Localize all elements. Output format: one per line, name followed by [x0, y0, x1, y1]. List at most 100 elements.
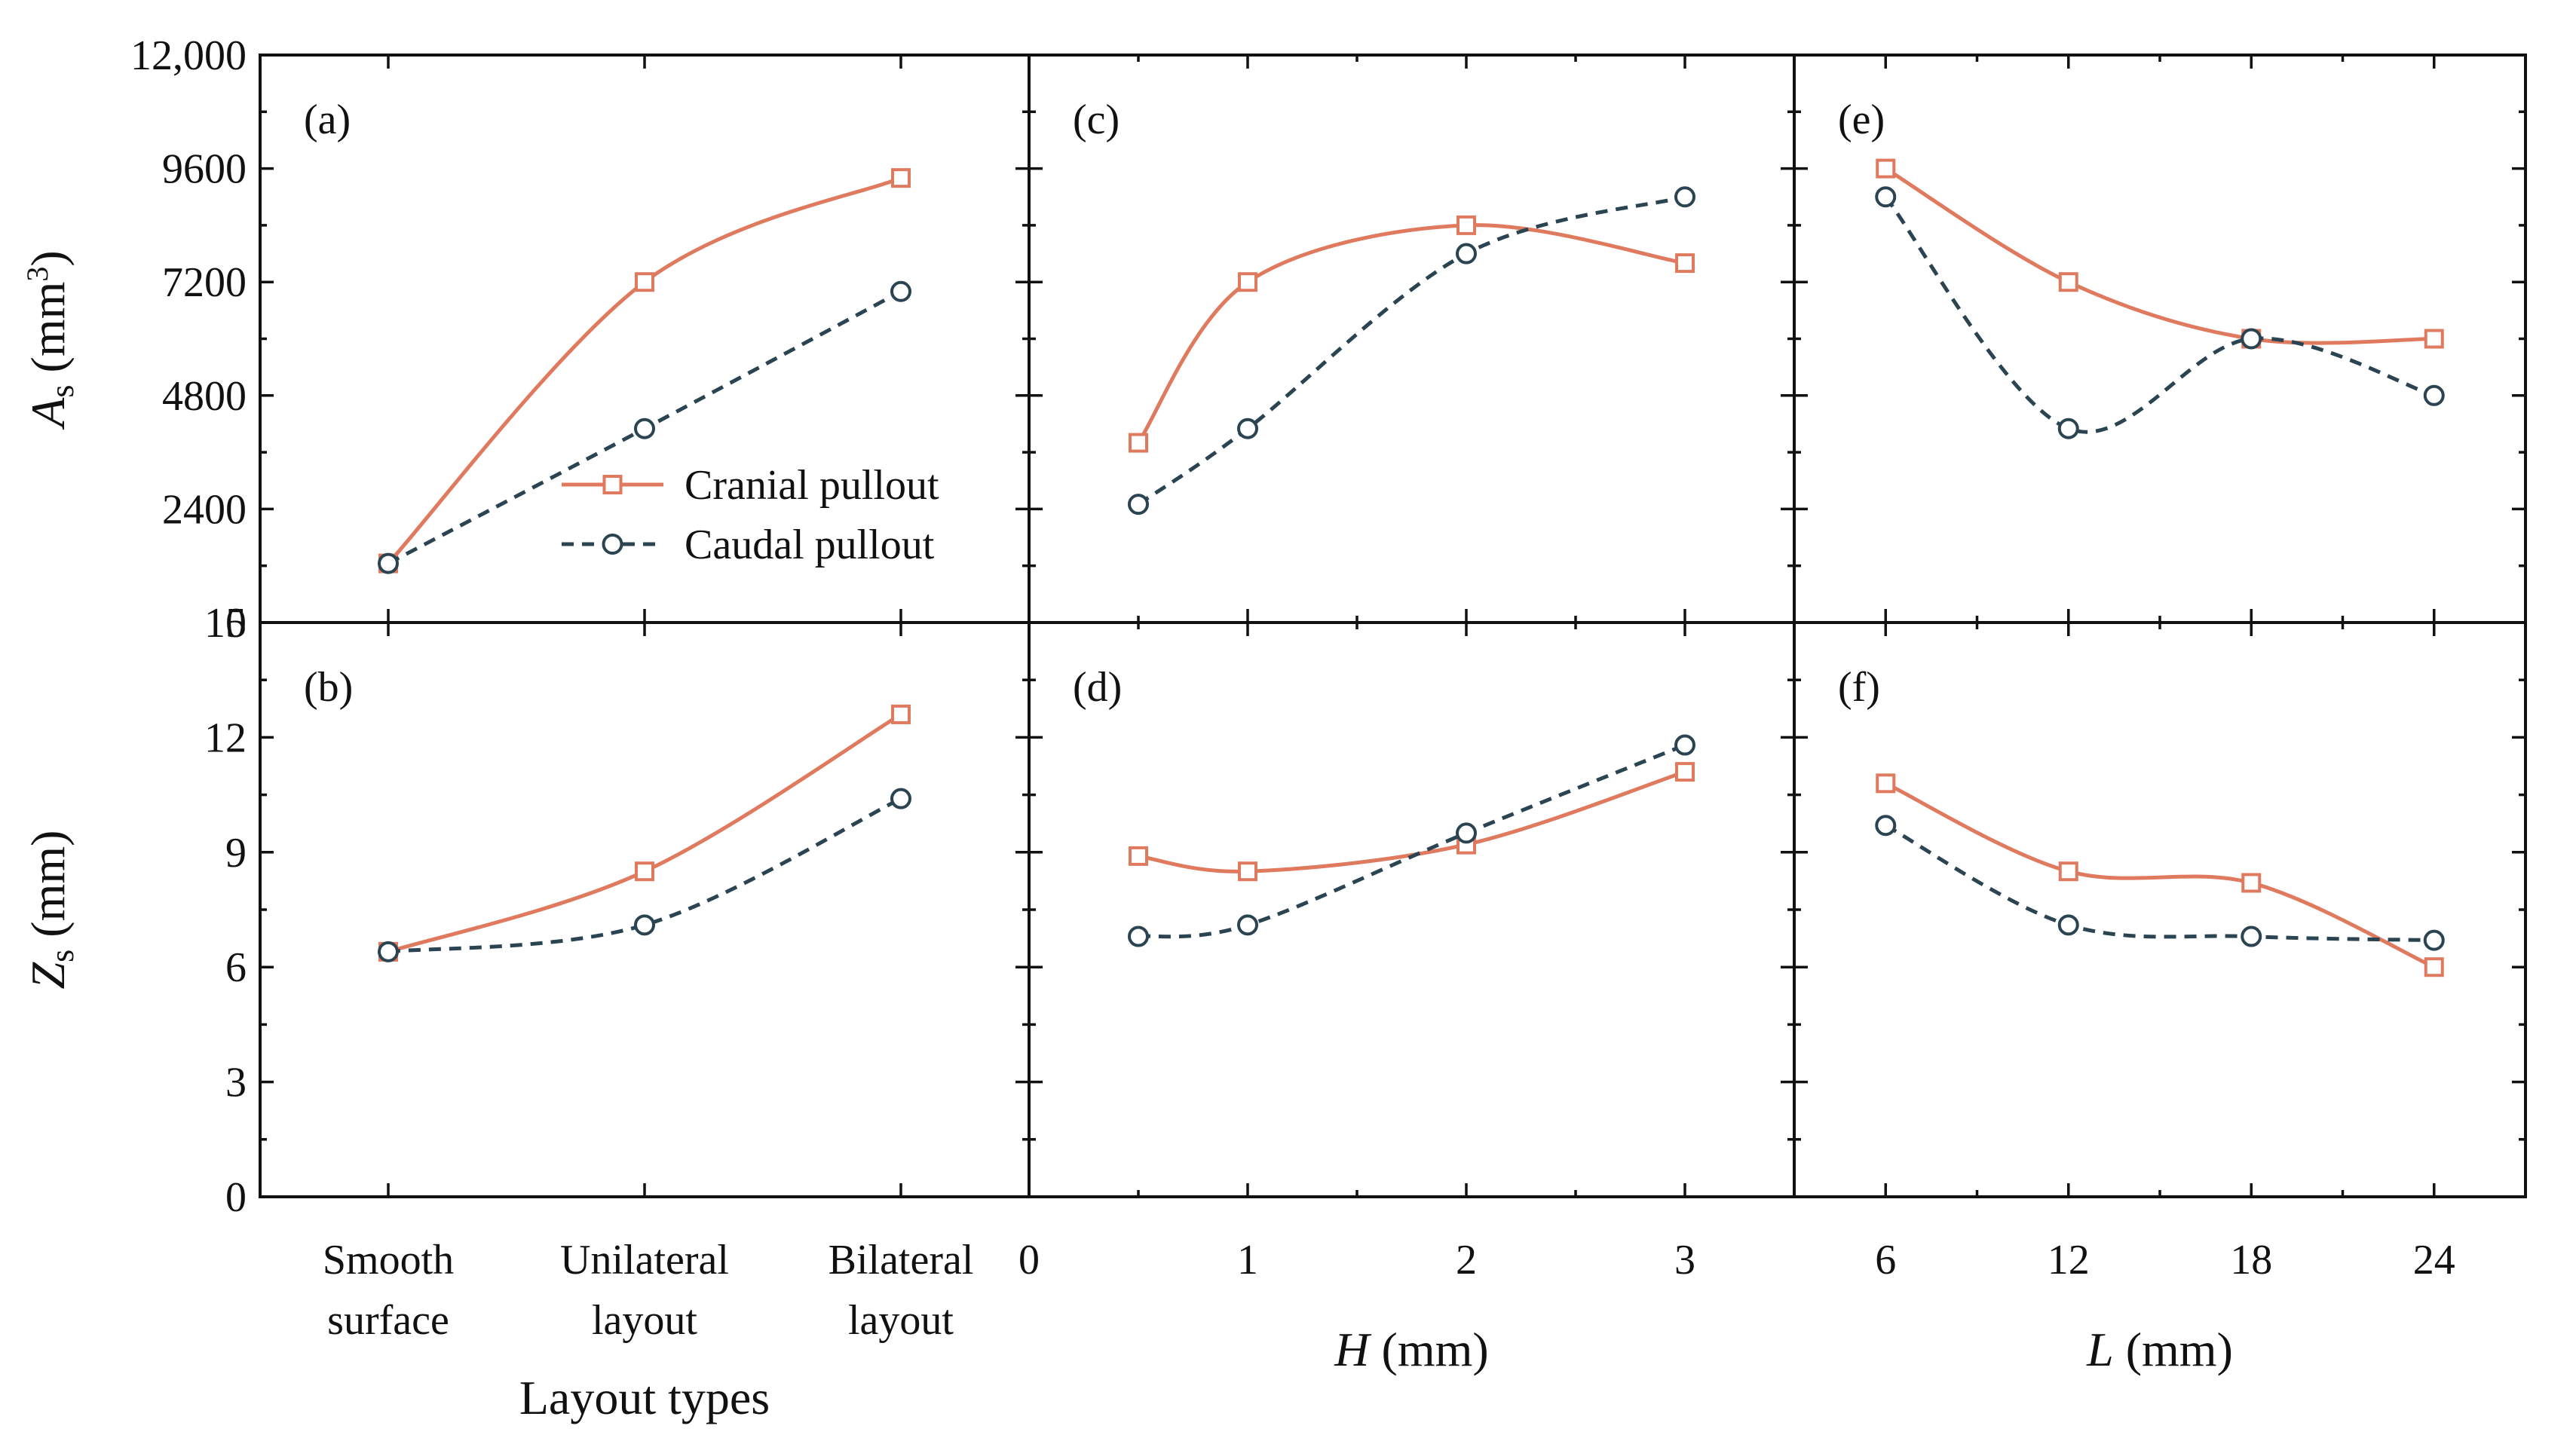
cranial-marker [891, 704, 911, 724]
x-tick-label-l: 12 [2048, 1237, 2090, 1283]
panel-label: (e) [1838, 96, 1885, 143]
caudal-line [1884, 195, 2435, 434]
cranial-marker [1129, 433, 1148, 453]
caudal-marker [1456, 243, 1477, 265]
panel-c: (c) [1073, 96, 1695, 515]
x-tick-label-h: 3 [1674, 1237, 1695, 1283]
caudal-marker [890, 788, 911, 809]
x-tick-label-h: 2 [1456, 1237, 1477, 1283]
cranial-marker [635, 272, 654, 292]
caudal-line [1885, 824, 2434, 943]
cranial-marker [1675, 762, 1695, 782]
cranial-marker [2058, 272, 2078, 292]
y-tick-label-zs: 6 [225, 944, 247, 991]
panel-b: (b) [304, 664, 911, 962]
y-tick-label-as: 0 [225, 600, 247, 647]
panel-frames [259, 54, 2527, 1198]
cranial-marker [2241, 873, 2262, 893]
y-tick-label-zs: 0 [225, 1174, 247, 1221]
caudal-marker [1674, 186, 1695, 208]
y-tick-label-zs: 3 [225, 1060, 247, 1106]
panel-frame-1-0 [259, 621, 1031, 1198]
x-axis-title-l: L (mm) [2086, 1323, 2233, 1376]
caudal-line [387, 797, 902, 954]
caudal-marker [1456, 822, 1477, 844]
caudal-marker [2423, 929, 2445, 951]
caudal-marker [2241, 925, 2262, 947]
cranial-marker [2424, 957, 2444, 977]
y-tick-label-zs: 12 [204, 714, 247, 761]
x-tick-label-l: 24 [2413, 1237, 2455, 1283]
caudal-marker [634, 914, 655, 936]
caudal-marker [1875, 815, 1897, 837]
legend-cranial-label: Cranial pullout [685, 462, 939, 509]
x-tick-label-h: 0 [1018, 1237, 1040, 1283]
cranial-marker [1876, 773, 1896, 794]
x-tick-label-layout: Bilateral [829, 1237, 974, 1283]
panel-frame-1-1 [1028, 621, 1796, 1198]
caudal-marker [1237, 418, 1258, 439]
panel-frame-1-2 [1793, 621, 2527, 1198]
legend: Cranial pullout Caudal pullout [562, 462, 939, 568]
cranial-line [1136, 223, 1686, 444]
y-tick-label-zs: 15 [204, 600, 247, 647]
y-tick-label-as: 4800 [162, 373, 247, 420]
y-tick-label-as: 2400 [162, 486, 247, 533]
panel-label: (d) [1073, 664, 1122, 711]
cranial-line [1885, 782, 2435, 969]
caudal-marker [378, 941, 399, 962]
cranial-marker [891, 168, 911, 188]
x-tick-label-layout: Unilateral [560, 1237, 729, 1283]
cranial-marker [1675, 253, 1695, 274]
y-axis-title-as: As (mm3) [20, 250, 81, 430]
panel-label: (a) [304, 96, 351, 143]
caudal-marker [378, 552, 399, 574]
caudal-line [1137, 194, 1686, 506]
caudal-marker [634, 418, 655, 439]
y-tick-label-as: 12,000 [130, 32, 247, 79]
caudal-line [1138, 743, 1686, 939]
panel-d: (d) [1073, 664, 1695, 947]
cranial-marker [1238, 272, 1257, 292]
panel-label: (c) [1073, 96, 1120, 143]
cranial-marker [1876, 158, 1896, 179]
y-tick-label-as: 9600 [162, 146, 247, 193]
cranial-marker [2424, 329, 2444, 349]
caudal-marker [1674, 734, 1695, 756]
panel-label: (f) [1838, 664, 1880, 711]
caudal-marker [1128, 494, 1149, 515]
x-tick-label-l: 6 [1875, 1237, 1896, 1283]
cranial-marker [1129, 846, 1148, 866]
x-axis-title-layout: Layout types [519, 1371, 770, 1424]
cranial-line [1884, 167, 2434, 345]
caudal-marker [1128, 925, 1149, 947]
cranial-marker [2058, 861, 2078, 882]
y-tick-label-as: 7200 [162, 259, 247, 306]
legend-caudal-label: Caudal pullout [685, 522, 935, 568]
panel-frame-0-1 [1028, 54, 1796, 624]
caudal-marker [1237, 914, 1258, 936]
x-tick-label-layout: layout [848, 1297, 954, 1344]
legend-cranial-marker [602, 475, 623, 494]
panel-a: (a) [304, 96, 911, 574]
panel-f: (f) [1838, 664, 2445, 977]
x-tick-label-layout: surface [327, 1297, 449, 1344]
cranial-marker [635, 861, 654, 882]
y-axis-title-zs: Zs (mm) [21, 831, 81, 990]
caudal-marker [2057, 914, 2079, 936]
caudal-marker [1875, 186, 1897, 208]
panel-e: (e) [1838, 96, 2445, 439]
cranial-line [1138, 769, 1686, 873]
cranial-marker [1456, 215, 1476, 235]
x-tick-label-layout: Smooth [323, 1237, 454, 1283]
caudal-marker [2423, 384, 2445, 406]
caudal-marker [890, 280, 911, 302]
panel-label: (b) [304, 664, 353, 711]
x-axis-title-h: H (mm) [1334, 1323, 1488, 1376]
plot-area: (a) (b) (c) (d) (e) (f) [304, 96, 2445, 977]
legend-caudal-marker [602, 534, 623, 555]
caudal-marker [2241, 328, 2262, 350]
x-tick-label-l: 18 [2230, 1237, 2272, 1283]
